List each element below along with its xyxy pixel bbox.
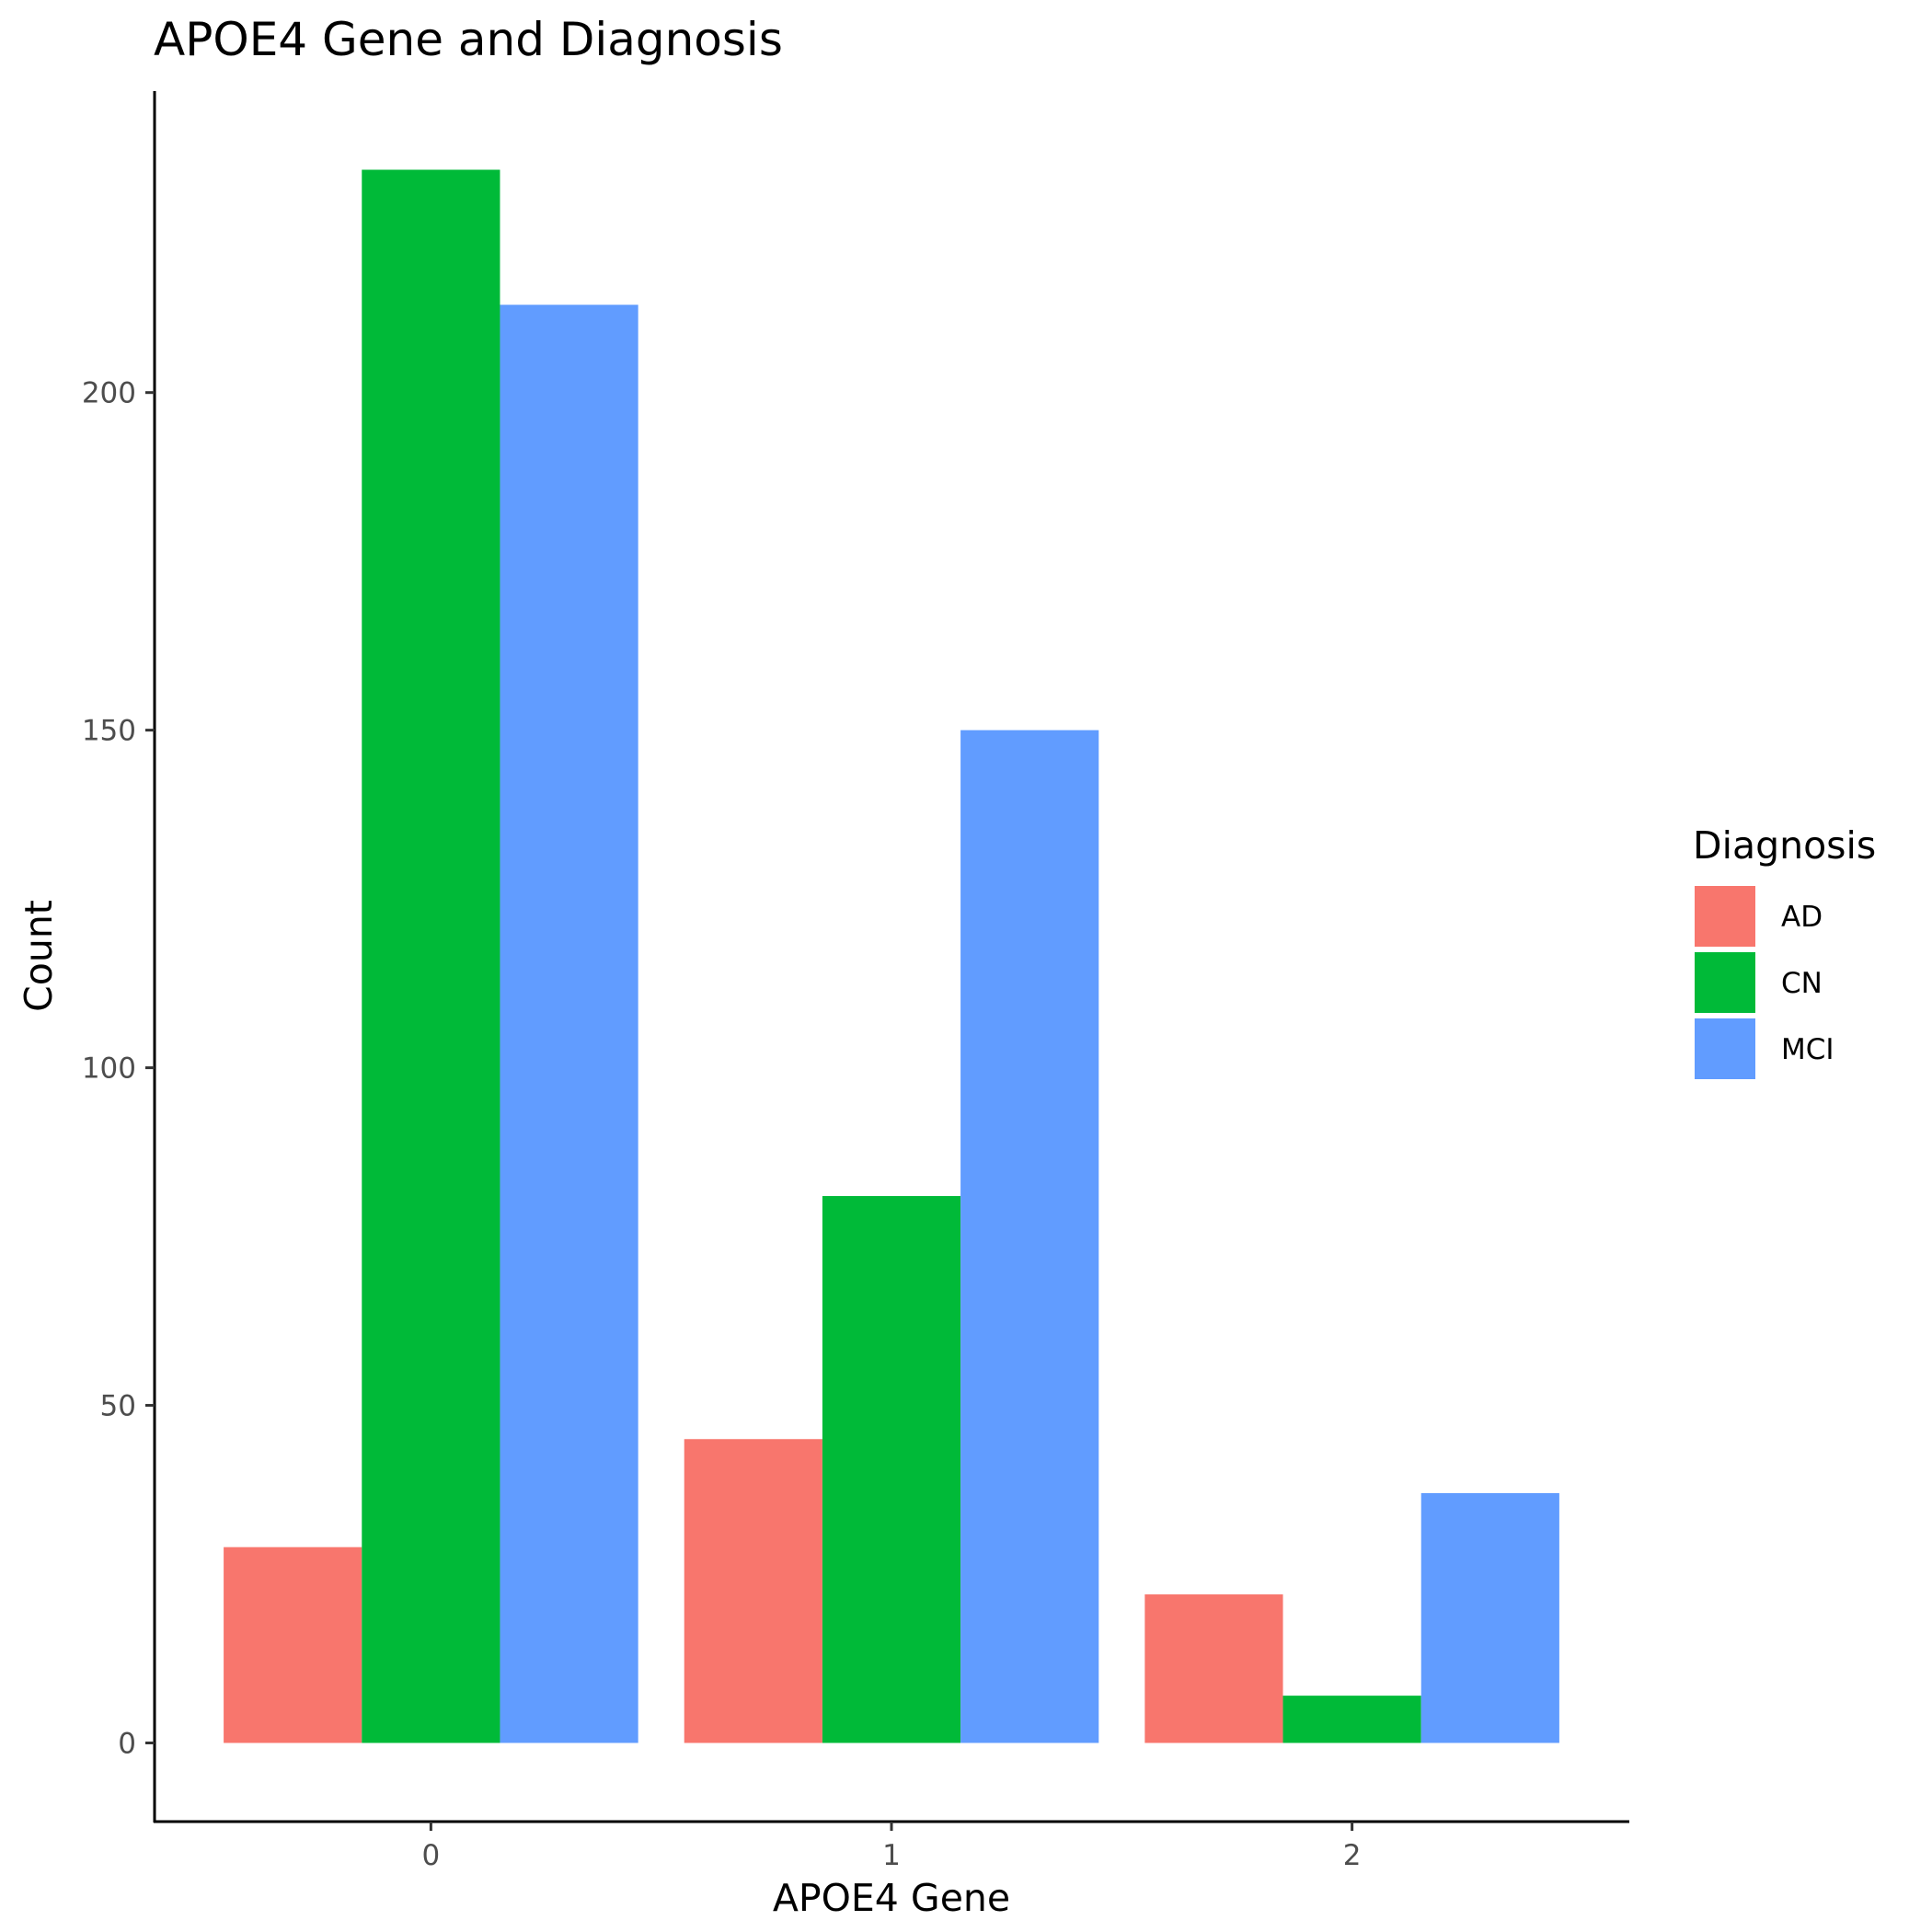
legend-key-mci	[1695, 1018, 1755, 1079]
legend-key-cn	[1695, 952, 1755, 1013]
bar-mci-0	[500, 305, 638, 1743]
y-tick-label: 50	[100, 1390, 136, 1423]
bar-mci-2	[1420, 1492, 1559, 1743]
bars-group	[224, 169, 1559, 1743]
chart-title: APOE4 Gene and Diagnosis	[154, 13, 783, 66]
y-tick-label: 150	[82, 715, 136, 748]
x-tick-label: 0	[422, 1839, 441, 1872]
bar-mci-1	[960, 730, 1099, 1743]
y-tick-label: 0	[118, 1728, 136, 1761]
y-tick-label: 100	[82, 1052, 136, 1086]
legend-key-ad	[1695, 886, 1755, 947]
legend-title: Diagnosis	[1693, 823, 1876, 868]
y-ticks-group: 0 50 100 150 200	[82, 377, 155, 1761]
x-ticks-group: 0 1 2	[422, 1822, 1362, 1872]
legend-label-cn: CN	[1781, 967, 1823, 1000]
legend-label-ad: AD	[1781, 901, 1823, 934]
y-tick-label: 200	[82, 377, 136, 410]
y-axis-title: Count	[17, 900, 61, 1012]
x-tick-label: 2	[1343, 1839, 1362, 1872]
bar-ad-0	[224, 1547, 362, 1743]
bar-ad-2	[1144, 1594, 1283, 1743]
bar-cn-2	[1282, 1696, 1421, 1743]
legend: Diagnosis AD CN MCI	[1693, 823, 1876, 1079]
x-tick-label: 1	[882, 1839, 901, 1872]
legend-label-mci: MCI	[1781, 1033, 1834, 1066]
bar-ad-1	[684, 1439, 822, 1743]
bar-cn-0	[362, 169, 500, 1743]
bar-cn-1	[822, 1196, 961, 1743]
x-axis-title: APOE4 Gene	[773, 1876, 1010, 1920]
